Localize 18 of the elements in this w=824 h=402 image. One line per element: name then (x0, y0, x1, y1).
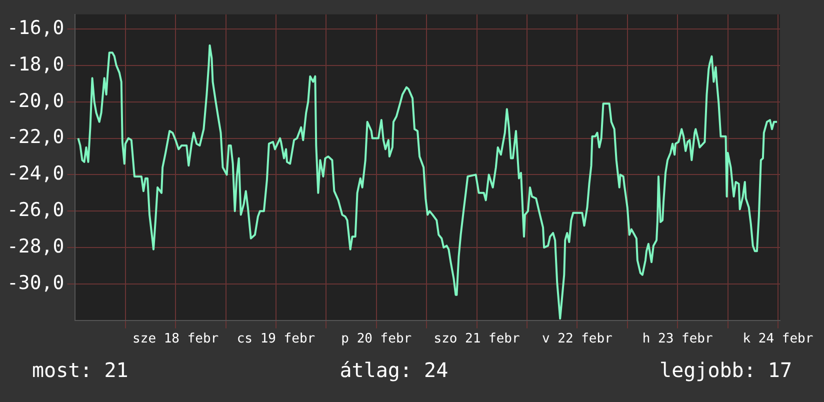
y-tick-label: -22,0 (6, 126, 64, 148)
text: átlag: 24 (340, 358, 448, 382)
text: legjobb: 17 (660, 358, 792, 382)
x-tick-label: v 22 febr (542, 332, 613, 347)
text: most: 21 (32, 358, 128, 382)
x-tick-label: szo 21 febr (434, 332, 520, 347)
x-tick-label: p 20 febr (341, 332, 412, 347)
y-tick-label: -16,0 (6, 16, 64, 39)
y-tick-label: -28,0 (6, 235, 64, 258)
x-tick-label: k 24 febr (742, 332, 814, 347)
y-tick-label: -26,0 (6, 199, 64, 222)
y-tick-label: -24,0 (6, 162, 64, 185)
x-tick-label: h 23 febr (642, 332, 713, 347)
y-tick-label: -20,0 (6, 90, 64, 112)
x-tick-label: cs 19 febr (236, 332, 316, 347)
y-tick-label: -30,0 (6, 272, 64, 294)
y-tick-label: -18,0 (6, 53, 64, 76)
x-tick-label: sze 18 febr (132, 332, 219, 347)
